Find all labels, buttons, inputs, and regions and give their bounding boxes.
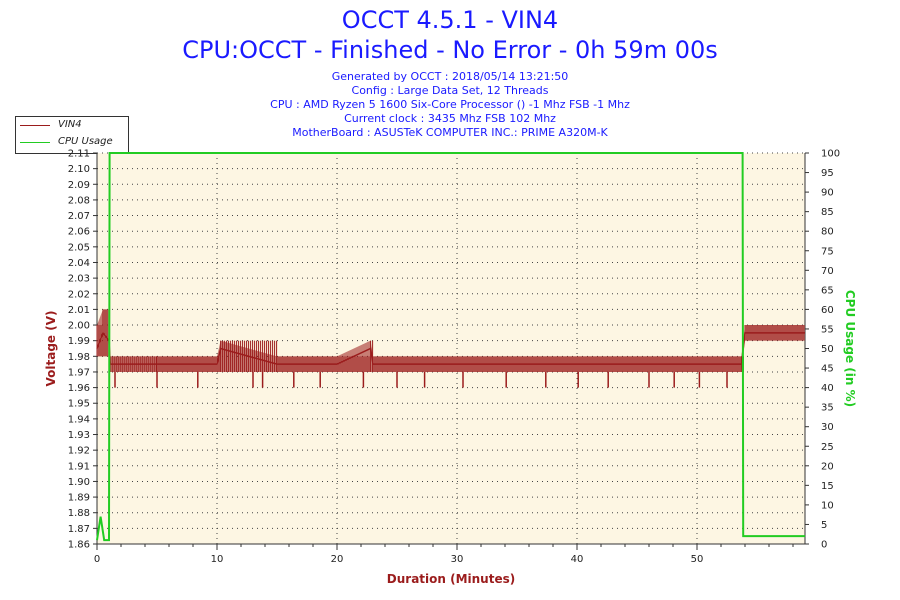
series-band-vin4 [97,309,805,372]
y2-tick-label: 15 [821,481,834,492]
y-tick-label: 1.87 [68,524,90,535]
chart-subtitle: CPU:OCCT - Finished - No Error - 0h 59m … [182,36,718,64]
x-axis-title: Duration (Minutes) [387,572,515,586]
y-tick-label: 2.04 [68,258,90,269]
y-tick-label: 1.95 [68,399,90,410]
x-tick-label: 20 [331,554,344,565]
legend-item-vin4: VIN4 [20,119,128,133]
y2-tick-label: 40 [821,383,834,394]
legend: VIN4 CPU Usage [15,116,129,154]
y2-tick-label: 90 [821,188,834,199]
y-tick-label: 1.99 [68,336,90,347]
y-tick-label: 1.86 [68,540,90,551]
y-tick-label: 1.98 [68,352,90,363]
y-tick-label: 2.08 [68,195,90,206]
x-tick-label: 30 [451,554,464,565]
info-generated: Generated by OCCT : 2018/05/14 13:21:50 [331,70,569,83]
info-clock: Current clock : 3435 Mhz FSB 102 Mhz [344,112,556,125]
y2-tick-label: 45 [821,364,834,375]
legend-label-vin4: VIN4 [58,119,82,130]
y-tick-label: 2.11 [68,149,90,160]
y-tick-label: 2.00 [68,321,90,332]
y-tick-label: 1.96 [68,383,90,394]
info-config: Config : Large Data Set, 12 Threads [351,84,549,97]
y-tick-label: 1.88 [68,508,90,519]
legend-swatch-vin4 [20,125,50,126]
y-axis-title: Voltage (V) [44,311,58,387]
y-tick-label: 2.01 [68,305,90,316]
y2-tick-label: 75 [821,246,834,257]
y2-tick-label: 5 [821,520,827,531]
y2-tick-label: 25 [821,442,834,453]
y2-tick-label: 80 [821,227,834,238]
y-tick-label: 1.92 [68,446,90,457]
y2-tick-label: 55 [821,324,834,335]
y2-tick-label: 50 [821,344,834,355]
info-cpu: CPU : AMD Ryzen 5 1600 Six-Core Processo… [270,98,630,111]
y-tick-label: 1.94 [68,414,90,425]
y-tick-label: 2.09 [68,180,90,191]
y2-tick-label: 20 [821,461,834,472]
y2-tick-label: 0 [821,540,827,551]
y2-tick-label: 30 [821,422,834,433]
y-tick-label: 2.02 [68,289,90,300]
y2-tick-label: 60 [821,305,834,316]
plot-area [97,153,805,544]
y2-tick-label: 100 [821,149,840,160]
y-tick-label: 1.90 [68,477,90,488]
x-tick-label: 0 [94,554,100,565]
y-tick-label: 1.97 [68,367,90,378]
y-tick-label: 1.93 [68,430,90,441]
legend-item-cpu-usage: CPU Usage [20,136,128,150]
y-tick-label: 2.06 [68,227,90,238]
info-motherboard: MotherBoard : ASUSTeK COMPUTER INC.: PRI… [292,126,608,139]
y-tick-label: 1.89 [68,493,90,504]
y-tick-label: 1.91 [68,461,90,472]
y2-tick-label: 65 [821,285,834,296]
y2-tick-label: 85 [821,207,834,218]
chart-title: OCCT 4.5.1 - VIN4 [341,6,559,34]
y2-axis-title: CPU Usage (in %) [843,290,857,407]
x-tick-label: 40 [571,554,584,565]
legend-swatch-cpu-usage [20,142,50,143]
legend-label-cpu-usage: CPU Usage [58,136,113,147]
y2-tick-label: 10 [821,500,834,511]
x-tick-label: 50 [691,554,704,565]
y-tick-label: 2.03 [68,274,90,285]
y-tick-label: 2.10 [68,164,90,175]
y2-tick-label: 95 [821,168,834,179]
y-tick-label: 2.05 [68,242,90,253]
x-tick-label: 10 [211,554,224,565]
series-line-cpu-usage [96,152,805,542]
y2-tick-label: 35 [821,403,834,414]
y2-tick-label: 70 [821,266,834,277]
y-tick-label: 2.07 [68,211,90,222]
